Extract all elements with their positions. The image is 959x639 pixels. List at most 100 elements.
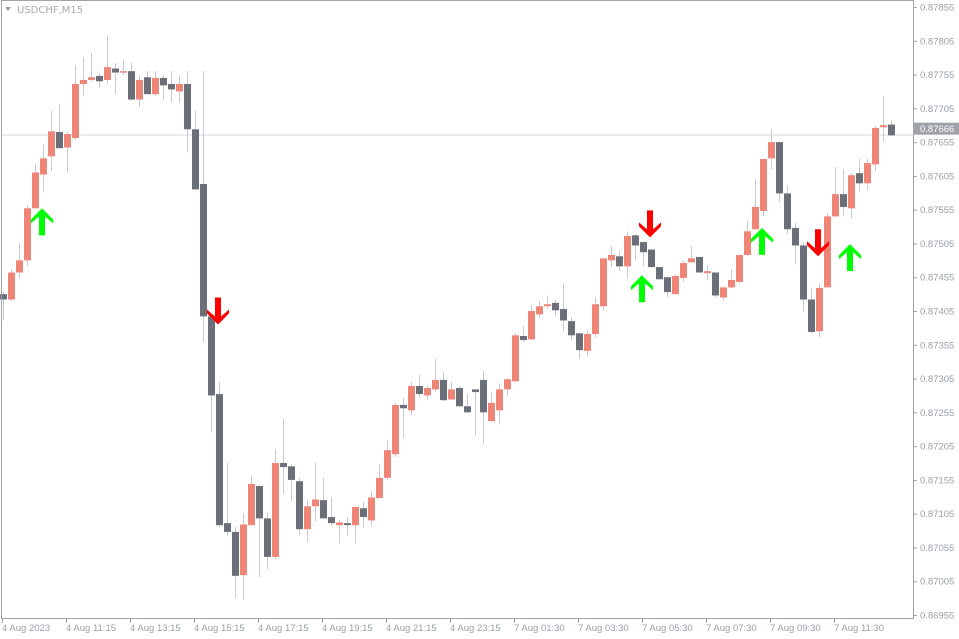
candle[interactable] xyxy=(616,250,623,272)
candle[interactable] xyxy=(512,333,519,382)
candle[interactable] xyxy=(144,71,151,95)
candle[interactable] xyxy=(112,63,119,94)
candle[interactable] xyxy=(376,464,383,499)
candle[interactable] xyxy=(808,287,815,334)
candle[interactable] xyxy=(24,204,31,267)
candle[interactable] xyxy=(792,222,799,265)
candle[interactable] xyxy=(248,475,255,526)
candle[interactable] xyxy=(480,371,487,444)
candle[interactable] xyxy=(552,299,559,317)
candle[interactable] xyxy=(656,267,663,280)
candle[interactable] xyxy=(848,172,855,219)
candle[interactable] xyxy=(456,385,463,407)
candle[interactable] xyxy=(200,71,207,343)
candle[interactable] xyxy=(384,440,391,480)
candle[interactable] xyxy=(776,142,783,203)
candle[interactable] xyxy=(208,316,215,432)
candle[interactable] xyxy=(752,179,759,230)
candle[interactable] xyxy=(8,269,15,301)
candle[interactable] xyxy=(224,463,231,536)
candle[interactable] xyxy=(88,52,95,82)
candle[interactable] xyxy=(824,213,831,288)
candle[interactable] xyxy=(400,397,407,438)
candle[interactable] xyxy=(840,169,847,217)
candle[interactable] xyxy=(240,512,247,601)
candle[interactable] xyxy=(592,297,599,338)
candle[interactable] xyxy=(48,111,55,172)
candle[interactable] xyxy=(440,372,447,401)
candle[interactable] xyxy=(328,497,335,526)
candle[interactable] xyxy=(176,75,183,103)
candle[interactable] xyxy=(488,392,495,422)
candle[interactable] xyxy=(360,502,367,528)
candle[interactable] xyxy=(368,491,375,526)
candle[interactable] xyxy=(40,144,47,192)
candle[interactable] xyxy=(744,220,751,257)
candle[interactable] xyxy=(528,304,535,341)
candle[interactable] xyxy=(696,256,703,273)
candle[interactable] xyxy=(520,325,527,343)
candle[interactable] xyxy=(816,283,823,338)
candle[interactable] xyxy=(168,71,175,103)
candle[interactable] xyxy=(120,60,127,76)
candle[interactable] xyxy=(304,500,311,542)
candle[interactable] xyxy=(728,269,735,289)
candle[interactable] xyxy=(136,75,143,107)
candle[interactable] xyxy=(472,389,479,436)
candle[interactable] xyxy=(408,381,415,416)
candle[interactable] xyxy=(336,520,343,544)
candle[interactable] xyxy=(216,381,223,528)
candle[interactable] xyxy=(784,186,791,234)
candle[interactable] xyxy=(32,164,39,209)
candle[interactable] xyxy=(584,329,591,357)
candle[interactable] xyxy=(96,73,103,88)
candle[interactable] xyxy=(296,477,303,536)
candle[interactable] xyxy=(352,506,359,544)
candle[interactable] xyxy=(872,125,879,172)
candle[interactable] xyxy=(160,75,167,100)
candle[interactable] xyxy=(680,261,687,282)
candle[interactable] xyxy=(640,242,647,267)
candle[interactable] xyxy=(496,383,503,425)
candle[interactable] xyxy=(280,419,287,495)
candle[interactable] xyxy=(768,129,775,170)
candle[interactable] xyxy=(184,71,191,153)
candle[interactable] xyxy=(104,35,111,84)
candle[interactable] xyxy=(832,167,839,217)
candle[interactable] xyxy=(648,249,655,268)
candle[interactable] xyxy=(80,56,87,96)
candle[interactable] xyxy=(704,265,711,280)
candle[interactable] xyxy=(536,300,543,319)
candle[interactable] xyxy=(0,292,7,321)
candle[interactable] xyxy=(16,243,23,278)
candle[interactable] xyxy=(664,277,671,298)
candle[interactable] xyxy=(688,246,695,263)
candle[interactable] xyxy=(544,295,551,309)
candle[interactable] xyxy=(568,317,575,341)
candle[interactable] xyxy=(416,374,423,398)
candle[interactable] xyxy=(320,477,327,519)
candle[interactable] xyxy=(624,231,631,278)
candle[interactable] xyxy=(64,131,71,173)
candle[interactable] xyxy=(192,110,199,190)
candle[interactable] xyxy=(712,272,719,298)
candle[interactable] xyxy=(72,65,79,141)
candle[interactable] xyxy=(256,485,263,578)
candle[interactable] xyxy=(736,254,743,284)
candle[interactable] xyxy=(424,385,431,400)
candle[interactable] xyxy=(264,512,271,570)
candle[interactable] xyxy=(344,517,351,536)
chart-menu-triangle-icon[interactable] xyxy=(5,7,11,11)
candle[interactable] xyxy=(576,333,583,359)
candle[interactable] xyxy=(888,120,895,136)
candle[interactable] xyxy=(560,283,567,332)
candle[interactable] xyxy=(856,159,863,192)
candle[interactable] xyxy=(720,287,727,301)
candle[interactable] xyxy=(800,242,807,313)
candle[interactable] xyxy=(448,381,455,401)
candle[interactable] xyxy=(56,104,63,149)
candle[interactable] xyxy=(312,462,319,522)
candle[interactable] xyxy=(864,159,871,190)
candle[interactable] xyxy=(272,449,279,559)
